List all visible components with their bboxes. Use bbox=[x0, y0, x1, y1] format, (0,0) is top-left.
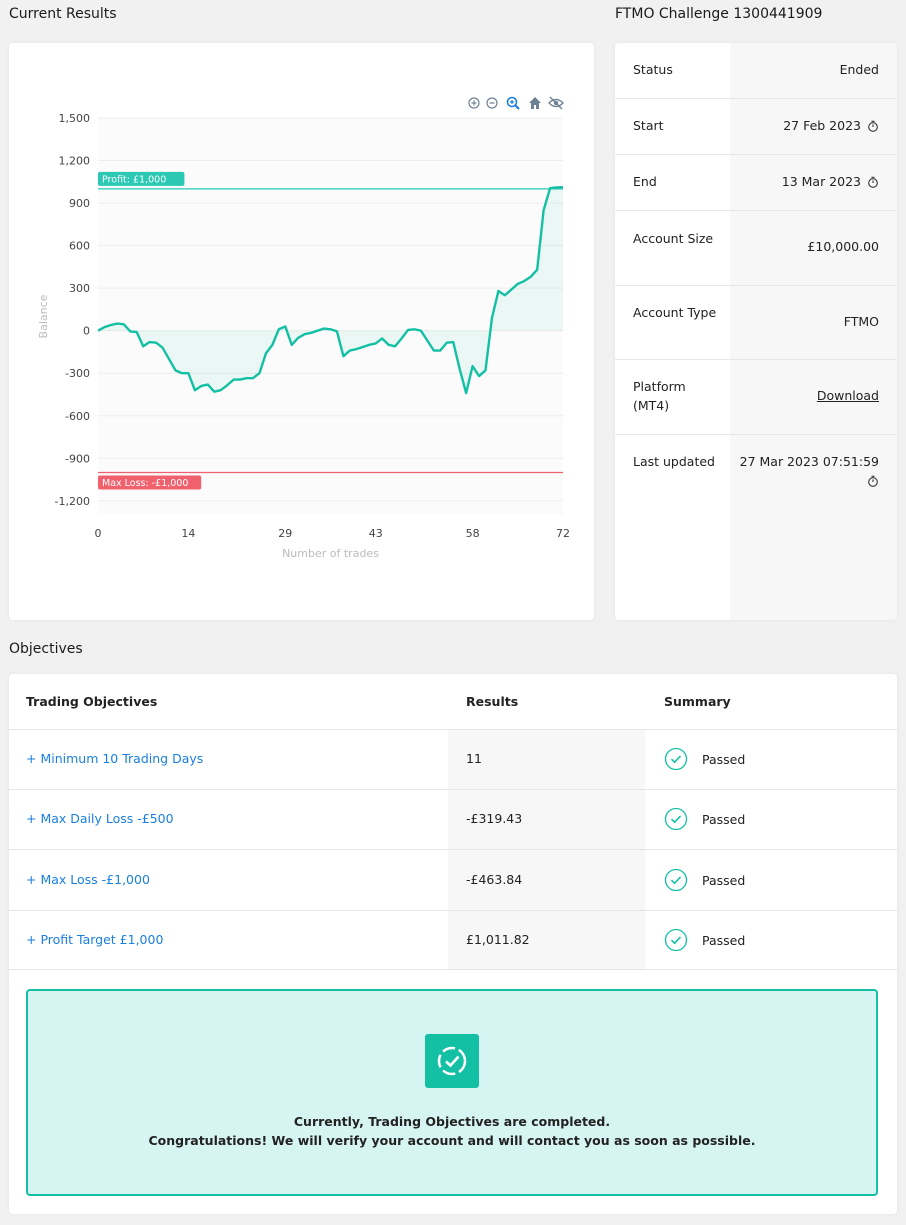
chart-grid bbox=[98, 117, 563, 515]
objective-result: -£319.43 bbox=[466, 811, 523, 826]
objectives-card: Trading Objectives Results Summary + Min… bbox=[9, 674, 897, 1214]
info-label: Last updated bbox=[633, 454, 715, 469]
zoom-out-icon[interactable] bbox=[486, 97, 498, 109]
balance-chart-card: Profit: £1,000 Max Loss: -£1,000 1,500 1,2… bbox=[9, 43, 594, 620]
eye-slash-icon[interactable] bbox=[548, 96, 564, 110]
x-tick-label: 29 bbox=[278, 527, 292, 540]
check-circle-icon bbox=[664, 747, 688, 771]
objective-link-max-daily-loss[interactable]: + Max Daily Loss -£500 bbox=[26, 811, 174, 826]
end-date-value: 13 Mar 2023 bbox=[782, 172, 879, 191]
info-row-start: Start 27 Feb 2023 bbox=[615, 99, 897, 155]
info-row-status: Status Ended bbox=[615, 43, 897, 99]
objective-link-profit-target[interactable]: + Profit Target £1,000 bbox=[26, 932, 164, 947]
objective-summary: Passed bbox=[664, 928, 745, 952]
account-size-value: £10,000.00 bbox=[807, 239, 879, 254]
results-column-background bbox=[448, 730, 645, 970]
check-circle-icon bbox=[664, 868, 688, 892]
home-icon[interactable] bbox=[529, 97, 541, 109]
header-trading-objectives: Trading Objectives bbox=[26, 694, 158, 709]
info-row-account-size: Account Size £10,000.00 bbox=[615, 211, 897, 286]
current-results-title: Current Results bbox=[9, 6, 117, 22]
objectives-completed-banner: Currently, Trading Objectives are comple… bbox=[26, 989, 878, 1196]
challenge-info-card: Status Ended Start 27 Feb 2023 End 13 Ma… bbox=[615, 43, 897, 620]
objective-result: 11 bbox=[466, 751, 482, 766]
header-results: Results bbox=[466, 694, 519, 709]
info-label: Start bbox=[633, 118, 664, 133]
objective-row: + Max Daily Loss -£500 -£319.43 Passed bbox=[9, 789, 897, 849]
objective-row: + Max Loss -£1,000 -£463.84 Passed bbox=[9, 849, 897, 910]
objective-summary: Passed bbox=[664, 747, 745, 771]
objective-summary: Passed bbox=[664, 807, 745, 831]
y-tick-label: 300 bbox=[69, 282, 90, 295]
check-circle-icon bbox=[664, 928, 688, 952]
info-label: Account Type bbox=[633, 305, 717, 320]
x-axis-title: Number of trades bbox=[282, 547, 379, 560]
info-row-end: End 13 Mar 2023 bbox=[615, 155, 897, 211]
chart-plot-area: Profit: £1,000 Max Loss: -£1,000 bbox=[97, 171, 564, 490]
y-tick-label: 900 bbox=[69, 197, 90, 210]
y-tick-label: 600 bbox=[69, 240, 90, 253]
dashed-check-circle-icon bbox=[425, 1034, 479, 1088]
info-label: Account Size bbox=[633, 231, 714, 246]
chart-toolbar bbox=[468, 96, 564, 110]
y-tick-label: -900 bbox=[65, 452, 90, 465]
challenge-title: FTMO Challenge 1300441909 bbox=[615, 6, 823, 22]
stopwatch-icon bbox=[868, 120, 878, 132]
last-updated-text: 27 Mar 2023 07:51:59 bbox=[739, 454, 879, 469]
stopwatch-icon bbox=[868, 475, 878, 487]
profit-target-label-bg bbox=[98, 171, 185, 186]
y-tick-label: -300 bbox=[65, 367, 90, 380]
x-tick-label: 0 bbox=[95, 527, 102, 540]
header-summary: Summary bbox=[664, 694, 731, 709]
end-date-text: 13 Mar 2023 bbox=[781, 174, 861, 189]
objective-result: -£463.84 bbox=[466, 872, 523, 887]
completed-message-line1: Currently, Trading Objectives are comple… bbox=[293, 1114, 611, 1129]
magnifier-icon[interactable] bbox=[506, 96, 520, 110]
y-tick-label: -600 bbox=[65, 410, 90, 423]
y-tick-label: 1,200 bbox=[59, 155, 91, 168]
profit-target-label: Profit: £1,000 bbox=[102, 174, 166, 185]
start-date-text: 27 Feb 2023 bbox=[783, 118, 861, 133]
x-tick-label: 58 bbox=[466, 527, 480, 540]
info-row-last-updated: Last updated 27 Mar 2023 07:51:59 bbox=[615, 435, 897, 620]
summary-status: Passed bbox=[702, 932, 746, 948]
info-row-account-type: Account Type FTMO bbox=[615, 286, 897, 360]
start-date-value: 27 Feb 2023 bbox=[783, 116, 879, 135]
download-link[interactable]: Download bbox=[816, 388, 879, 403]
objective-link-min-trading-days[interactable]: + Minimum 10 Trading Days bbox=[26, 751, 204, 766]
info-row-platform: Platform (MT4) Download bbox=[615, 360, 897, 435]
x-tick-label: 43 bbox=[369, 527, 383, 540]
info-label: Platform (MT4) bbox=[633, 379, 686, 413]
balance-line bbox=[97, 185, 564, 395]
chart-axes: 1,500 1,200 900 600 300 0 -300 -600 -900 -1,200 0 1… bbox=[37, 112, 570, 560]
y-axis-title: Balance bbox=[37, 294, 50, 338]
summary-status: Passed bbox=[702, 872, 746, 888]
summary-status: Passed bbox=[702, 811, 746, 827]
objective-row: + Minimum 10 Trading Days 11 Passed bbox=[9, 729, 897, 789]
info-label: Status bbox=[633, 62, 673, 77]
status-value: Ended bbox=[839, 62, 879, 77]
last-updated-value: 27 Mar 2023 07:51:59 bbox=[740, 452, 879, 490]
balance-chart: Profit: £1,000 Max Loss: -£1,000 1,500 1,2… bbox=[37, 96, 570, 560]
zoom-in-icon[interactable] bbox=[468, 97, 480, 109]
objective-summary: Passed bbox=[664, 868, 745, 892]
summary-status: Passed bbox=[702, 751, 746, 767]
completed-message-line2: Congratulations! We will verify your acc… bbox=[148, 1133, 756, 1148]
info-label: End bbox=[633, 174, 657, 189]
y-tick-label: -1,200 bbox=[55, 495, 90, 508]
x-tick-label: 14 bbox=[181, 527, 195, 540]
account-type-value: FTMO bbox=[843, 314, 879, 329]
objective-result: £1,011.82 bbox=[466, 932, 530, 947]
y-tick-label: 0 bbox=[83, 325, 90, 338]
objective-row: + Profit Target £1,000 £1,011.82 Passed bbox=[9, 910, 897, 970]
objectives-title: Objectives bbox=[9, 641, 83, 657]
info-values-background bbox=[730, 43, 897, 620]
check-circle-icon bbox=[664, 807, 688, 831]
stopwatch-icon bbox=[868, 176, 878, 188]
x-tick-label: 72 bbox=[556, 527, 570, 540]
objective-link-max-loss[interactable]: + Max Loss -£1,000 bbox=[26, 872, 150, 887]
max-loss-label-bg bbox=[98, 475, 202, 490]
y-tick-label: 1,500 bbox=[59, 112, 91, 125]
max-loss-label: Max Loss: -£1,000 bbox=[102, 478, 188, 489]
